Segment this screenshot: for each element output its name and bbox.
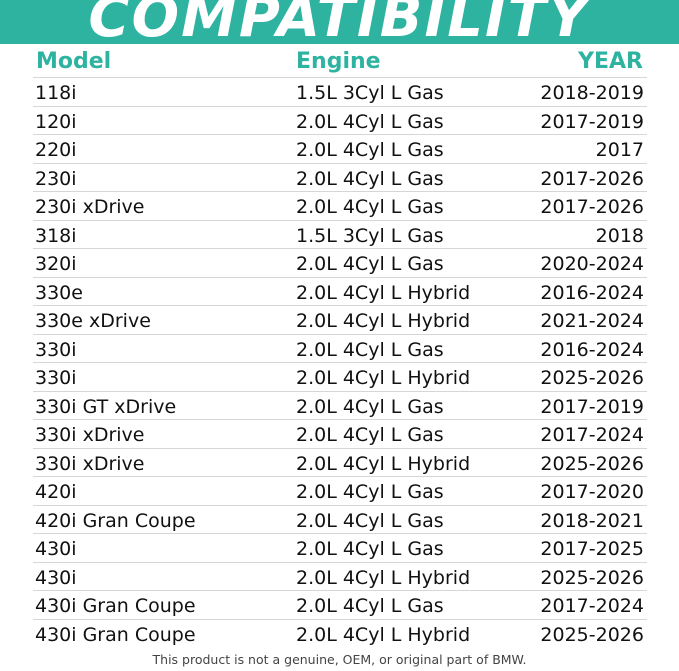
table-row: 420i 2.0L 4Cyl L Gas 2017-2020 bbox=[33, 476, 647, 505]
table-row: 220i 2.0L 4Cyl L Gas 2017 bbox=[33, 134, 647, 163]
cell-model: 318i bbox=[35, 224, 77, 247]
cell-engine: 2.0L 4Cyl L Gas bbox=[296, 424, 444, 446]
table-row: 430i 2.0L 4Cyl L Hybrid 2025-2026 bbox=[33, 561, 647, 591]
cell-model: 420i Gran Coupe bbox=[35, 509, 196, 532]
cell-model: 330i xDrive bbox=[35, 452, 145, 475]
cell-model: 430i Gran Coupe bbox=[35, 623, 196, 646]
page-title: COMPATIBILITY bbox=[88, 0, 591, 44]
cell-model: 230i bbox=[35, 167, 77, 190]
table-row: 320i 2.0L 4Cyl L Gas 2020-2024 bbox=[33, 248, 647, 277]
cell-engine: 2.0L 4Cyl L Hybrid bbox=[296, 310, 471, 332]
cell-model: 330i bbox=[35, 367, 77, 389]
cell-year: 2025-2026 bbox=[540, 623, 644, 646]
cell-engine: 2.0L 4Cyl L Gas bbox=[296, 595, 444, 617]
cell-model: 330e bbox=[35, 281, 83, 304]
title-banner: COMPATIBILITY bbox=[0, 0, 679, 44]
cell-engine: 2.0L 4Cyl L Hybrid bbox=[296, 623, 471, 646]
table-row: 430i 2.0L 4Cyl L Gas 2017-2025 bbox=[33, 533, 647, 562]
cell-engine: 2.0L 4Cyl L Gas bbox=[296, 196, 444, 218]
cell-year: 2017-2020 bbox=[540, 481, 644, 503]
table-row: 430i Gran Coupe 2.0L 4Cyl L Gas 2017-2024 bbox=[33, 590, 647, 619]
cell-year: 2017-2024 bbox=[540, 424, 644, 446]
header-model: Model bbox=[36, 49, 112, 74]
header-year: YEAR bbox=[578, 49, 643, 74]
cell-model: 220i bbox=[35, 139, 77, 161]
cell-model: 330i bbox=[35, 338, 77, 361]
cell-engine: 2.0L 4Cyl L Gas bbox=[296, 167, 444, 190]
cell-year: 2017-2024 bbox=[540, 595, 644, 617]
cell-model: 320i bbox=[35, 253, 77, 275]
cell-year: 2018-2019 bbox=[540, 82, 644, 104]
cell-engine: 1.5L 3Cyl L Gas bbox=[296, 224, 444, 247]
cell-year: 2017-2026 bbox=[540, 196, 644, 218]
cell-engine: 2.0L 4Cyl L Hybrid bbox=[296, 566, 471, 589]
table-row: 230i 2.0L 4Cyl L Gas 2017-2026 bbox=[33, 162, 647, 192]
cell-model: 118i bbox=[35, 82, 77, 104]
cell-engine: 2.0L 4Cyl L Hybrid bbox=[296, 452, 471, 475]
cell-engine: 2.0L 4Cyl L Gas bbox=[296, 395, 444, 418]
cell-model: 120i bbox=[35, 110, 77, 133]
cell-engine: 2.0L 4Cyl L Gas bbox=[296, 481, 444, 503]
cell-year: 2025-2026 bbox=[540, 367, 644, 389]
cell-model: 430i bbox=[35, 566, 77, 589]
cell-model: 420i bbox=[35, 481, 77, 503]
cell-engine: 2.0L 4Cyl L Gas bbox=[296, 139, 444, 161]
cell-year: 2025-2026 bbox=[540, 452, 644, 475]
table-row: 330i xDrive 2.0L 4Cyl L Hybrid 2025-2026 bbox=[33, 447, 647, 477]
table-row: 330e 2.0L 4Cyl L Hybrid 2016-2024 bbox=[33, 276, 647, 306]
cell-year: 2016-2024 bbox=[540, 281, 644, 304]
table-row: 120i 2.0L 4Cyl L Gas 2017-2019 bbox=[33, 105, 647, 135]
cell-model: 330i xDrive bbox=[35, 424, 145, 446]
cell-year: 2018-2021 bbox=[540, 509, 644, 532]
compatibility-table: Model Engine YEAR 118i 1.5L 3Cyl L Gas 201… bbox=[33, 47, 647, 647]
cell-model: 330i GT xDrive bbox=[35, 395, 177, 418]
cell-model: 430i Gran Coupe bbox=[35, 595, 196, 617]
cell-year: 2017-2019 bbox=[540, 395, 644, 418]
table-row: 330i 2.0L 4Cyl L Gas 2016-2024 bbox=[33, 333, 647, 363]
table-row: 230i xDrive 2.0L 4Cyl L Gas 2017-2026 bbox=[33, 191, 647, 220]
cell-year: 2025-2026 bbox=[540, 566, 644, 589]
table-row: 420i Gran Coupe 2.0L 4Cyl L Gas 2018-2021 bbox=[33, 504, 647, 534]
cell-engine: 2.0L 4Cyl L Gas bbox=[296, 509, 444, 532]
cell-model: 230i xDrive bbox=[35, 196, 145, 218]
table-row: 318i 1.5L 3Cyl L Gas 2018 bbox=[33, 219, 647, 249]
cell-year: 2017-2025 bbox=[540, 538, 644, 560]
table-row: 430i Gran Coupe 2.0L 4Cyl L Hybrid 2025-20… bbox=[33, 618, 647, 648]
cell-engine: 1.5L 3Cyl L Gas bbox=[296, 82, 444, 104]
cell-engine: 2.0L 4Cyl L Gas bbox=[296, 538, 444, 560]
cell-engine: 2.0L 4Cyl L Hybrid bbox=[296, 367, 471, 389]
table-row: 118i 1.5L 3Cyl L Gas 2018-2019 bbox=[33, 77, 647, 106]
table-header: Model Engine YEAR bbox=[33, 47, 647, 77]
cell-year: 2017 bbox=[595, 139, 644, 161]
table-body: 118i 1.5L 3Cyl L Gas 2018-2019 120i 2.0L 4Cy… bbox=[33, 77, 647, 647]
cell-year: 2021-2024 bbox=[540, 310, 644, 332]
cell-year: 2017-2019 bbox=[540, 110, 644, 133]
disclaimer: This product is not a genuine, OEM, or o… bbox=[152, 652, 527, 667]
table-row: 330e xDrive 2.0L 4Cyl L Hybrid 2021-2024 bbox=[33, 305, 647, 334]
table-row: 330i 2.0L 4Cyl L Hybrid 2025-2026 bbox=[33, 362, 647, 391]
cell-year: 2017-2026 bbox=[540, 167, 644, 190]
cell-engine: 2.0L 4Cyl L Gas bbox=[296, 110, 444, 133]
table-row: 330i xDrive 2.0L 4Cyl L Gas 2017-2024 bbox=[33, 419, 647, 448]
cell-engine: 2.0L 4Cyl L Gas bbox=[296, 253, 444, 275]
cell-year: 2016-2024 bbox=[540, 338, 644, 361]
cell-year: 2020-2024 bbox=[540, 253, 644, 275]
cell-engine: 2.0L 4Cyl L Hybrid bbox=[296, 281, 471, 304]
table-row: 330i GT xDrive 2.0L 4Cyl L Gas 2017-2019 bbox=[33, 390, 647, 420]
cell-model: 430i bbox=[35, 538, 77, 560]
cell-model: 330e xDrive bbox=[35, 310, 151, 332]
cell-year: 2018 bbox=[595, 224, 644, 247]
header-engine: Engine bbox=[296, 49, 381, 74]
cell-engine: 2.0L 4Cyl L Gas bbox=[296, 338, 444, 361]
